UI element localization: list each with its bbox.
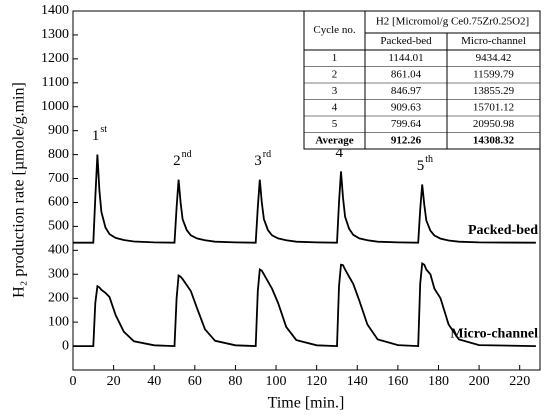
table-cell: 11599.79 [473, 68, 514, 80]
x-tick-label: 80 [228, 374, 242, 389]
cycle-label: 4 [336, 145, 344, 161]
table-header: H2 [Micromol/g Ce0.75Zr0.25O2] [376, 16, 529, 28]
cycle-label: 5 [417, 158, 425, 174]
cycle-label-sup: th [425, 154, 433, 165]
y-axis-label: H₂ production rate [µmole/g.min] [11, 82, 28, 298]
y-tick-label: 0 [62, 338, 69, 353]
table-cell: 861.04 [391, 68, 422, 80]
table-cell: 13855.29 [473, 85, 515, 97]
table-cell: Average [315, 134, 353, 146]
y-tick-label: 1400 [41, 3, 69, 18]
y-tick-label: 1100 [42, 75, 69, 90]
cycle-label-sup: rd [263, 149, 271, 160]
table-cell: 1 [332, 52, 338, 64]
table-cell: 2 [332, 68, 338, 80]
y-tick-label: 600 [48, 195, 69, 210]
cycle-label-sup: nd [182, 149, 192, 160]
y-tick-label: 500 [48, 219, 69, 234]
series-label: Packed-bed [468, 223, 538, 238]
y-tick-label: 1300 [41, 27, 69, 42]
table-cell: 909.63 [391, 101, 422, 113]
table-cell: 20950.98 [473, 118, 515, 130]
line [73, 262, 536, 348]
table-cell: 799.64 [391, 118, 422, 130]
y-tick-label: 1000 [41, 99, 69, 114]
table-cell: 14308.32 [473, 134, 515, 146]
y-tick-label: 900 [48, 123, 69, 138]
table-header: Cycle no. [313, 24, 355, 36]
cycle-label: 3 [254, 153, 262, 169]
cycle-label: 2 [173, 153, 181, 169]
y-tick-label: 700 [48, 171, 69, 186]
y-tick-label: 100 [48, 314, 69, 329]
table-cell: 3 [332, 85, 338, 97]
y-tick-label: 400 [48, 243, 69, 258]
x-tick-label: 220 [509, 374, 530, 389]
y-tick-label: 200 [48, 290, 69, 305]
table-cell: 15701.12 [473, 101, 514, 113]
table-cell: 1144.01 [388, 52, 423, 64]
x-tick-label: 20 [107, 374, 121, 389]
table-cell: 9434.42 [476, 52, 512, 64]
table-header: Micro-channel [461, 35, 526, 47]
cycle-label: 1 [92, 128, 100, 144]
x-tick-label: 120 [306, 374, 327, 389]
table-cell: 5 [332, 118, 338, 130]
x-tick-label: 100 [266, 374, 287, 389]
x-tick-label: 0 [70, 374, 77, 389]
y-tick-label: 300 [48, 266, 69, 281]
table-header: Packed-bed [380, 35, 432, 47]
table-cell: 846.97 [391, 85, 422, 97]
x-tick-label: 140 [347, 374, 368, 389]
line [73, 154, 536, 244]
table-bg [303, 10, 541, 150]
x-tick-label: 180 [428, 374, 449, 389]
x-tick-label: 160 [387, 374, 408, 389]
y-tick-label: 1200 [41, 51, 69, 66]
x-tick-label: 60 [188, 374, 202, 389]
x-tick-label: 200 [469, 374, 490, 389]
y-tick-label: 800 [48, 147, 69, 162]
series-label: Micro-channel [450, 326, 538, 341]
x-axis-label: Time [min.] [268, 395, 345, 412]
table-cell: 912.26 [391, 134, 422, 146]
x-tick-label: 40 [147, 374, 161, 389]
cycle-label-sup: st [100, 124, 107, 135]
table-cell: 4 [332, 101, 338, 113]
